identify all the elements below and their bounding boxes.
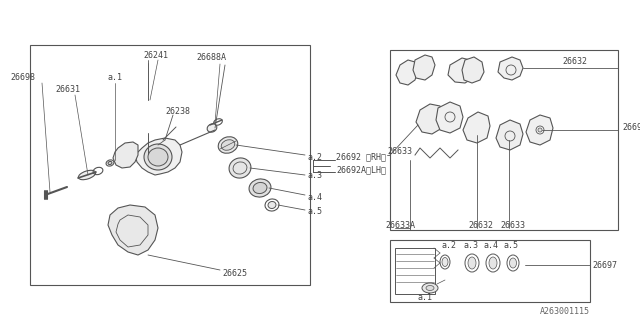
Circle shape — [538, 128, 542, 132]
Text: a.1: a.1 — [418, 293, 433, 302]
Text: 26692A〈LH〉: 26692A〈LH〉 — [336, 165, 386, 174]
Ellipse shape — [442, 258, 448, 267]
Ellipse shape — [148, 148, 168, 166]
Text: 26631: 26631 — [55, 85, 80, 94]
Bar — [390, 50, 618, 230]
Text: a.3: a.3 — [307, 171, 322, 180]
Polygon shape — [416, 104, 445, 134]
Text: a.5: a.5 — [504, 241, 519, 250]
Text: a.3: a.3 — [464, 241, 479, 250]
Text: a.4: a.4 — [484, 241, 499, 250]
Text: a.2: a.2 — [307, 154, 322, 163]
Text: 26696A: 26696A — [622, 124, 640, 132]
Text: 26633A: 26633A — [385, 220, 415, 229]
Text: a.2: a.2 — [441, 241, 456, 250]
Text: A263001115: A263001115 — [540, 308, 590, 316]
Text: 26632: 26632 — [562, 58, 587, 67]
Text: a.5: a.5 — [307, 207, 322, 217]
Ellipse shape — [489, 257, 497, 269]
Text: 26692 〈RH〉: 26692 〈RH〉 — [336, 153, 386, 162]
Ellipse shape — [249, 179, 271, 197]
Polygon shape — [113, 142, 138, 168]
Text: 26241: 26241 — [143, 51, 168, 60]
Polygon shape — [448, 58, 475, 83]
Text: 26625: 26625 — [222, 269, 247, 278]
Text: 26238: 26238 — [165, 108, 190, 116]
Ellipse shape — [207, 124, 217, 132]
Ellipse shape — [422, 283, 438, 293]
Polygon shape — [135, 138, 182, 175]
Ellipse shape — [144, 144, 172, 170]
Polygon shape — [526, 115, 553, 145]
Bar — [390, 240, 590, 302]
Polygon shape — [463, 112, 490, 143]
Ellipse shape — [253, 182, 267, 194]
Ellipse shape — [229, 158, 251, 178]
Ellipse shape — [268, 202, 276, 209]
Polygon shape — [498, 57, 523, 80]
Text: 26688A: 26688A — [196, 53, 226, 62]
Ellipse shape — [78, 170, 95, 180]
Ellipse shape — [108, 162, 112, 164]
Text: 26633: 26633 — [387, 148, 412, 156]
Text: a.1: a.1 — [108, 74, 123, 83]
Bar — [395, 248, 435, 294]
Polygon shape — [462, 57, 484, 83]
Ellipse shape — [468, 257, 476, 269]
Polygon shape — [396, 60, 418, 85]
Polygon shape — [496, 120, 523, 150]
Bar — [30, 45, 310, 285]
Text: 26632: 26632 — [468, 220, 493, 229]
Polygon shape — [413, 55, 435, 80]
Text: 26633: 26633 — [500, 220, 525, 229]
Ellipse shape — [509, 258, 516, 268]
Polygon shape — [108, 205, 158, 255]
Ellipse shape — [426, 285, 434, 291]
Ellipse shape — [221, 140, 235, 150]
Polygon shape — [436, 102, 463, 133]
Text: 26697: 26697 — [592, 260, 617, 269]
Ellipse shape — [218, 137, 238, 153]
Text: 26698: 26698 — [10, 74, 35, 83]
Text: a.4: a.4 — [307, 193, 322, 202]
